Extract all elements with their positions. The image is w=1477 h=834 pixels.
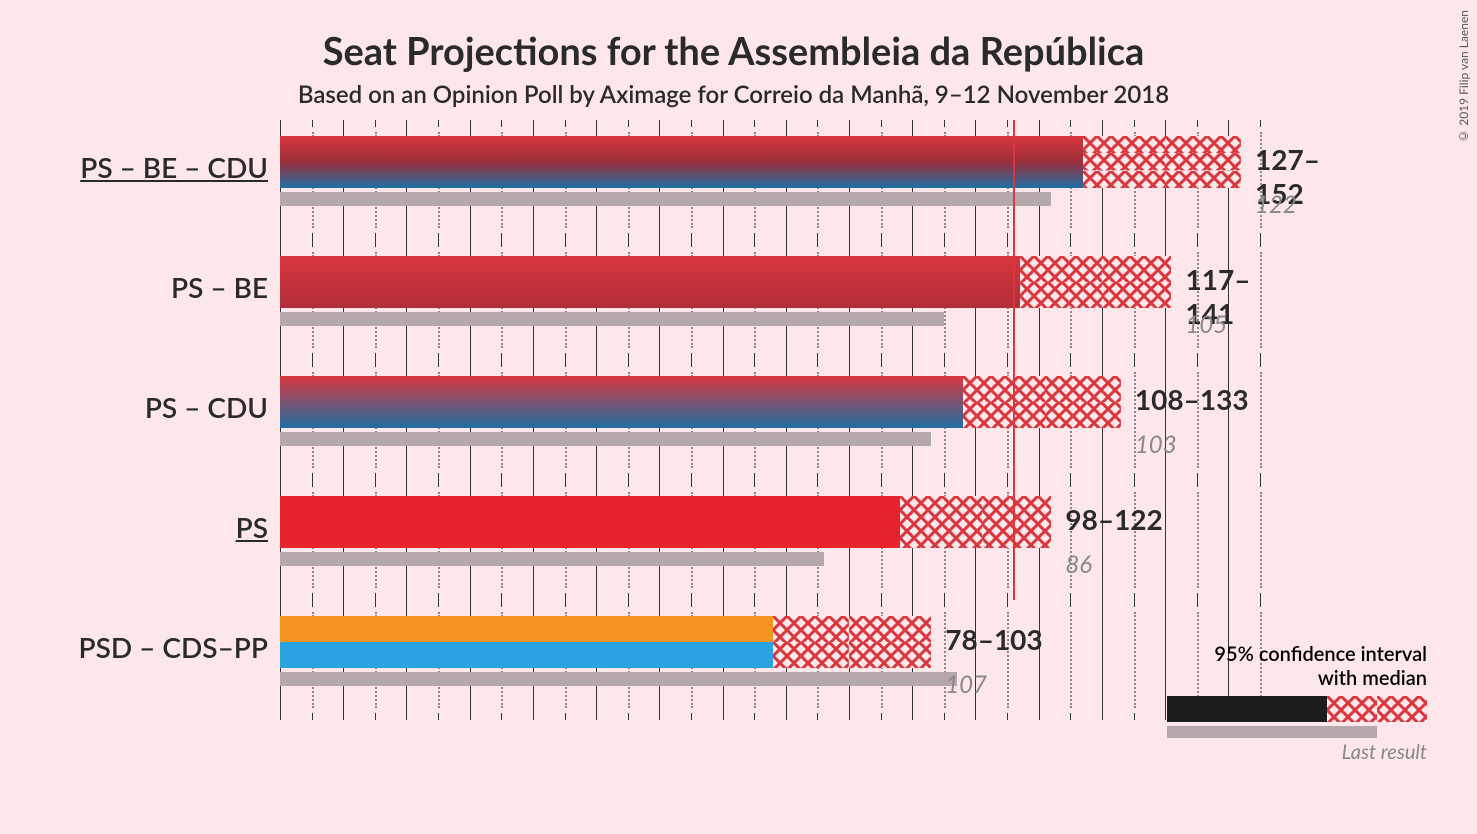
bar-diaghatch-segment [1165, 136, 1241, 153]
chart-title: Seat Projections for the Assembleia da R… [20, 28, 1447, 74]
chart-row: PS – BE 117–141105 [280, 240, 1260, 360]
last-result-bar [280, 432, 931, 446]
grid-ticks [280, 360, 1260, 372]
last-result-label: 122 [1255, 190, 1297, 219]
majority-threshold-line [1013, 480, 1015, 600]
legend-title: 95% confidence interval with median [1167, 642, 1427, 690]
bar-crosshatch-segment [773, 642, 849, 668]
y-axis-label: PS – BE – CDU [0, 150, 268, 184]
legend-last-bar [1167, 726, 1377, 738]
bar-diaghatch-segment [849, 616, 931, 642]
range-label: 78–103 [945, 622, 1042, 656]
grid-ticks [280, 708, 1260, 720]
legend-bar [1167, 696, 1427, 722]
projection-bar [280, 376, 1121, 428]
bar-solid-segment [280, 496, 900, 548]
legend-diaghatch [1377, 696, 1427, 722]
grid-ticks [280, 240, 1260, 252]
majority-threshold-line [1013, 360, 1015, 480]
legend-title-line2: with median [1318, 666, 1427, 690]
chart-container: © 2019 Filip van Laenen Seat Projections… [0, 0, 1477, 834]
grid-ticks [280, 120, 1260, 132]
legend-crosshatch [1327, 696, 1377, 722]
bar-solid-segment [280, 616, 773, 642]
grid-ticks [280, 348, 1260, 360]
range-label: 98–122 [1065, 502, 1162, 536]
legend-last-label: Last result [1167, 740, 1427, 764]
bar-crosshatch-segment [963, 402, 1045, 428]
projection-bar [280, 496, 1051, 548]
y-axis-label: PS – BE [0, 270, 268, 304]
bar-diaghatch-segment [1102, 256, 1172, 282]
bar-diaghatch-segment [1102, 282, 1172, 308]
bar-crosshatch-segment [1083, 136, 1165, 153]
bar-solid-segment [280, 376, 963, 428]
projection-bar [280, 256, 1171, 308]
grid-line-minor [1260, 252, 1262, 348]
bar-diaghatch-segment [1165, 171, 1241, 188]
bar-crosshatch-segment [773, 616, 849, 642]
bar-diaghatch-segment [1045, 376, 1121, 402]
last-result-bar [280, 312, 944, 326]
bar-solid-segment [280, 642, 773, 668]
grid-line-minor [1260, 492, 1262, 588]
y-axis-label: PSD – CDS–PP [0, 630, 268, 664]
bar-group [280, 616, 1260, 686]
last-result-label: 103 [1135, 430, 1177, 459]
bar-diaghatch-segment [1045, 402, 1121, 428]
bar-diaghatch-segment [1165, 153, 1241, 170]
grid-ticks [280, 588, 1260, 600]
bar-crosshatch-segment [1083, 153, 1165, 170]
bar-crosshatch-segment [900, 496, 982, 548]
chart-row: PS 98–12286 [280, 480, 1260, 600]
grid-ticks [280, 480, 1260, 492]
majority-threshold-line [1013, 240, 1015, 360]
chart-row: PS – BE – CDU [280, 120, 1260, 240]
range-label: 108–133 [1135, 382, 1249, 416]
last-result-bar [280, 672, 957, 686]
chart-row: PSD – CDS–PP 78–103107 [280, 600, 1260, 720]
grid-line-minor [1260, 372, 1262, 468]
bar-group [280, 136, 1260, 206]
bar-crosshatch-segment [963, 376, 1045, 402]
bar-group [280, 256, 1260, 326]
bar-crosshatch-segment [1020, 256, 1102, 282]
bar-group [280, 376, 1260, 446]
grid-ticks [280, 468, 1260, 480]
last-result-label: 86 [1065, 550, 1092, 579]
last-result-label: 107 [945, 670, 987, 699]
grid-ticks [280, 600, 1260, 612]
bar-solid-segment [280, 256, 1020, 308]
y-axis-label: PS – CDU [0, 390, 268, 424]
y-axis-label: PS [0, 510, 268, 544]
legend-title-line1: 95% confidence interval [1214, 642, 1427, 666]
bar-crosshatch-segment [1020, 282, 1102, 308]
projection-bar [280, 136, 1241, 188]
last-result-bar [280, 192, 1051, 206]
grid-ticks [280, 228, 1260, 240]
legend: 95% confidence interval with median Last… [1167, 642, 1427, 764]
projection-bar [280, 616, 931, 668]
legend-solid [1167, 696, 1327, 722]
majority-threshold-line [1013, 120, 1015, 240]
bar-crosshatch-segment [1083, 171, 1165, 188]
bar-diaghatch-segment [982, 496, 1052, 548]
last-result-label: 105 [1185, 310, 1227, 339]
bar-solid-segment [280, 136, 1083, 188]
chart-row: PS – CDU 108–133103 [280, 360, 1260, 480]
copyright-text: © 2019 Filip van Laenen [1456, 10, 1471, 144]
chart-subtitle: Based on an Opinion Poll by Aximage for … [20, 80, 1447, 109]
plot-area: PS – BE – CDU [280, 120, 1260, 820]
bar-diaghatch-segment [849, 642, 931, 668]
last-result-bar [280, 552, 824, 566]
